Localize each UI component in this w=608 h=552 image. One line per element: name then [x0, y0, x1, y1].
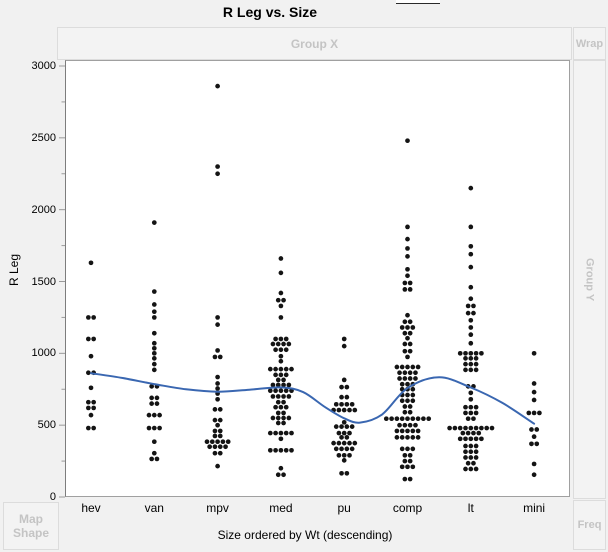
- y-tick-label: 2500: [31, 131, 56, 144]
- x-axis-title[interactable]: Size ordered by Wt (descending): [217, 528, 393, 542]
- screen-edge-artifact: [396, 0, 440, 4]
- dropzone-map-shape[interactable]: Map Shape: [3, 502, 59, 550]
- dropzone-group-y-label: Group Y: [583, 257, 596, 302]
- dropzone-map-shape-label-line2: Shape: [12, 526, 49, 540]
- y-tick-label: 2000: [31, 203, 56, 216]
- x-category-label[interactable]: hev: [81, 501, 101, 515]
- dropzone-wrap[interactable]: Wrap: [573, 27, 606, 60]
- dropzone-group-x-label: Group X: [290, 36, 339, 51]
- graph-title: R Leg vs. Size: [222, 4, 318, 20]
- x-category-label[interactable]: mini: [523, 501, 546, 515]
- y-tick-label: 500: [37, 419, 56, 432]
- x-category-label[interactable]: med: [269, 501, 293, 515]
- plot-area[interactable]: [65, 60, 570, 497]
- y-tick-label: 1000: [31, 347, 56, 360]
- y-tick-label: 1500: [31, 275, 56, 288]
- x-category-label[interactable]: mpv: [206, 501, 229, 515]
- dropzone-wrap-label: Wrap: [575, 37, 604, 50]
- dropzone-map-shape-label-line1: Map: [19, 512, 43, 526]
- dropzone-group-x[interactable]: Group X: [57, 27, 572, 60]
- x-category-label[interactable]: pu: [337, 501, 351, 515]
- x-category-label[interactable]: comp: [392, 501, 423, 515]
- y-tick-label: 0: [49, 491, 56, 503]
- y-tick-label: 3000: [31, 60, 56, 72]
- dropzone-freq-label: Freq: [577, 519, 602, 531]
- dropzone-group-y[interactable]: Group Y: [573, 60, 606, 499]
- x-category-label[interactable]: lt: [467, 501, 474, 515]
- dropzone-freq[interactable]: Freq: [573, 500, 606, 550]
- x-category-label[interactable]: van: [144, 501, 164, 515]
